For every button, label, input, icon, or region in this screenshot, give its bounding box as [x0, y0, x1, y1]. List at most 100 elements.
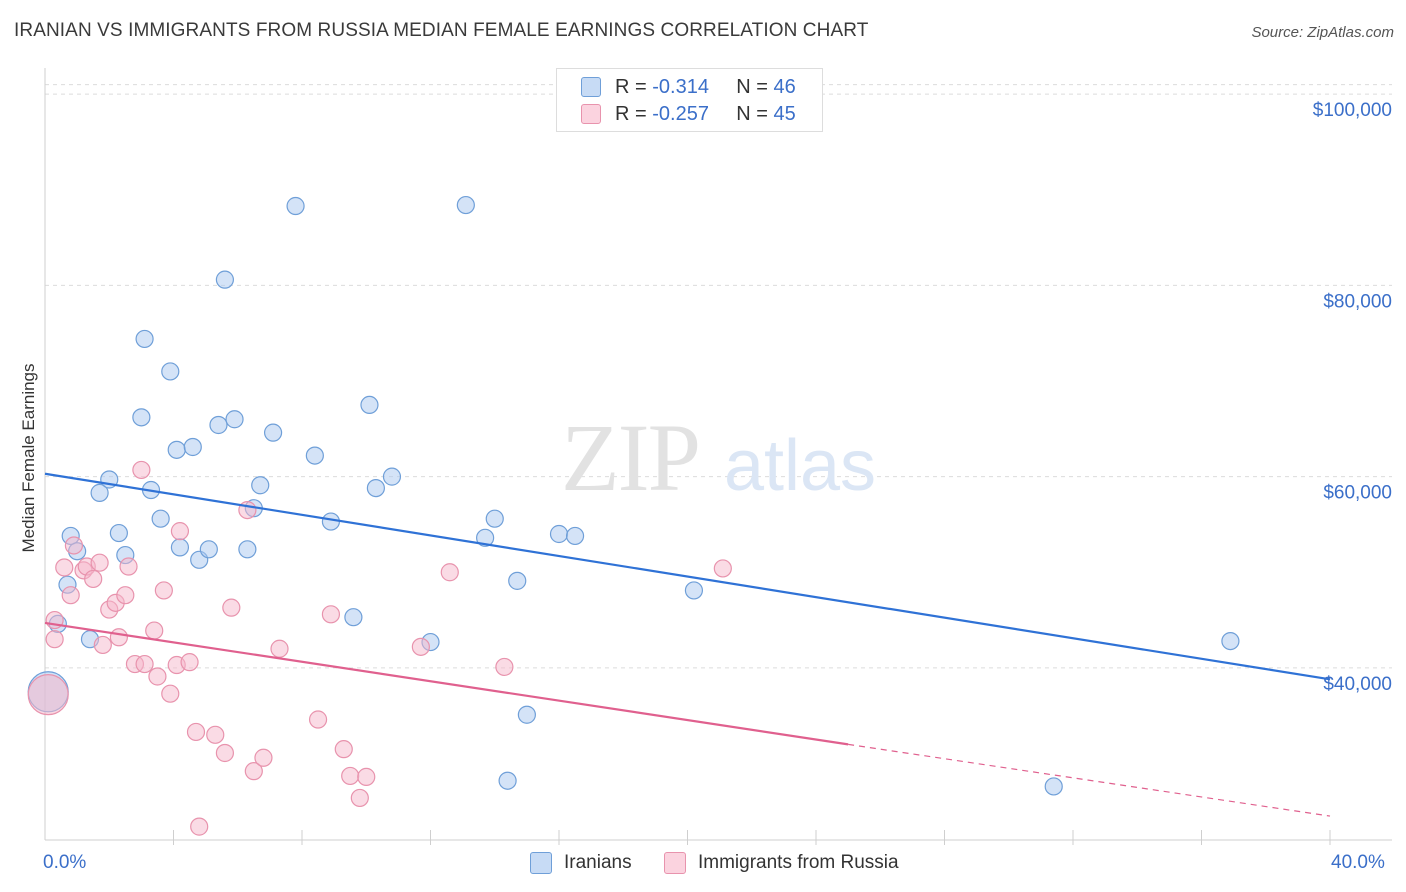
data-point [411, 637, 430, 656]
y-tick-label: $40,000 [1323, 674, 1392, 695]
y-tick-label: $80,000 [1323, 291, 1392, 312]
data-point [251, 476, 270, 495]
trend-layer [44, 472, 1331, 817]
data-point [84, 569, 103, 589]
data-point [305, 446, 324, 465]
data-point [350, 788, 369, 808]
data-point [209, 415, 228, 435]
data-point [485, 509, 504, 528]
data-point [167, 440, 186, 459]
series-legend-russia: Immigrants from Russia [664, 852, 899, 874]
data-point [1221, 631, 1240, 651]
data-point [27, 674, 69, 716]
data-point [321, 512, 341, 531]
data-point [238, 540, 257, 559]
legend-n-value: 46 [773, 75, 796, 98]
legend-r-value: -0.257 [652, 102, 709, 125]
legend-r-label: R = [615, 102, 647, 125]
trend-line-extension [848, 743, 1331, 817]
data-point [321, 605, 341, 624]
data-point [565, 526, 585, 546]
data-point [186, 722, 206, 742]
chart-title: IRANIAN VS IMMIGRANTS FROM RUSSIA MEDIAN… [14, 20, 869, 41]
data-point [90, 553, 109, 572]
data-point [382, 467, 402, 486]
legend-row-iranians: R = -0.314 N = 46 [581, 75, 796, 99]
data-point [366, 479, 385, 498]
data-point [161, 684, 180, 703]
data-point [55, 558, 74, 577]
legend-n-value: 45 [773, 102, 796, 125]
data-point [151, 509, 170, 528]
data-point [116, 586, 135, 605]
data-point [225, 410, 244, 429]
data-point [132, 460, 151, 480]
data-point [180, 653, 199, 672]
data-point [183, 437, 202, 457]
data-point [517, 705, 536, 724]
data-point [1044, 777, 1063, 796]
series-legend-swatch-russia [664, 852, 686, 874]
data-point [206, 725, 225, 744]
data-point [270, 639, 289, 658]
data-point [109, 628, 128, 647]
y-tick-label: $100,000 [1313, 100, 1392, 121]
data-point [498, 771, 517, 790]
data-point [244, 762, 263, 781]
trend-line [44, 621, 849, 746]
data-point [154, 581, 173, 600]
watermark-zip: ZIP [561, 404, 699, 511]
data-point [549, 524, 569, 544]
data-point [109, 523, 128, 543]
legend-n-label: N = [736, 75, 768, 98]
data-point [713, 559, 732, 578]
gridlines [45, 84, 1392, 669]
legend-n-label: N = [736, 102, 768, 125]
data-point [263, 423, 283, 442]
y-tick-label: $60,000 [1323, 483, 1392, 504]
trend-line [44, 472, 1331, 681]
source-label: Source: ZipAtlas.com [1251, 24, 1394, 41]
data-point [61, 586, 80, 605]
data-point [440, 563, 459, 582]
y-axis-label: Median Female Earnings [19, 364, 38, 553]
y-tick-labels: $40,000 $60,000 $80,000 $100,000 [1313, 100, 1392, 695]
series-legend-label-russia: Immigrants from Russia [698, 852, 899, 873]
data-point [308, 710, 328, 729]
data-point [222, 598, 241, 617]
data-point [161, 362, 180, 381]
data-point [495, 657, 514, 677]
data-point [344, 608, 363, 627]
data-point [170, 522, 190, 541]
series-legend-iranians: Iranians [530, 852, 632, 874]
data-point [199, 540, 218, 559]
data-point [286, 196, 305, 216]
data-point [341, 766, 360, 786]
data-point [684, 581, 704, 600]
legend-r-label: R = [615, 75, 647, 98]
data-point [215, 743, 234, 763]
legend-swatch-iranians [581, 77, 601, 97]
legend-row-russia: R = -0.257 N = 45 [581, 102, 796, 126]
data-point [334, 740, 353, 759]
data-point [135, 654, 154, 674]
legend-swatch-russia [581, 104, 601, 124]
data-point [145, 621, 164, 640]
data-point [190, 817, 209, 836]
data-point [148, 667, 167, 686]
data-point [476, 528, 495, 547]
watermark-atlas: atlas [724, 426, 876, 506]
data-point [215, 270, 234, 289]
legend-r-value: -0.314 [652, 75, 709, 98]
data-point [357, 767, 376, 786]
x-tick-label-min: 0.0% [43, 852, 87, 873]
data-point [254, 748, 273, 767]
watermark: ZIP atlas [561, 404, 876, 511]
axes [44, 68, 1392, 845]
data-point [93, 635, 112, 655]
data-point [64, 536, 84, 555]
series-legend-swatch-iranians [530, 852, 552, 874]
data-point [90, 483, 109, 502]
data-point [135, 329, 154, 349]
